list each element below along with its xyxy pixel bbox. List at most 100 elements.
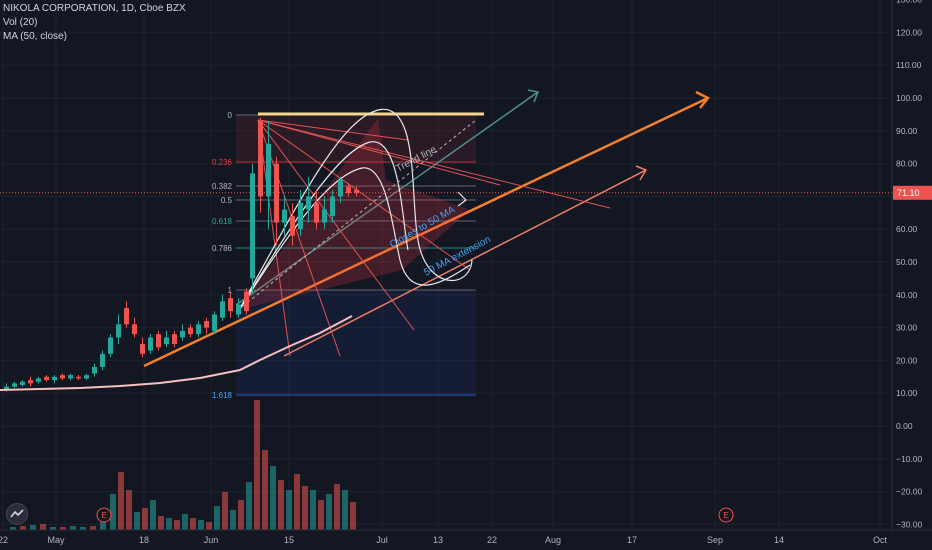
candle[interactable] [20,381,25,385]
candle[interactable] [244,291,249,312]
price-axis-label[interactable]: 60.00 [896,224,918,234]
candle[interactable] [306,196,311,210]
time-axis-label[interactable]: Oct [873,535,888,545]
candle[interactable] [156,334,161,348]
moving-average-line[interactable] [0,315,353,391]
candle[interactable] [68,375,73,379]
volume-bar [182,514,188,530]
tradingview-logo-icon[interactable] [6,503,28,525]
candle[interactable] [188,327,193,335]
current-price-tag[interactable] [893,185,932,200]
candle[interactable] [180,330,185,338]
trend-line-orange[interactable] [143,96,709,368]
candle[interactable] [330,196,335,217]
price-axis-label[interactable]: 10.00 [896,388,918,398]
time-axis-label[interactable]: 14 [774,535,784,545]
price-axis-label[interactable]: 40.00 [896,290,918,300]
candle[interactable] [44,376,49,381]
time-axis-label[interactable]: Aug [545,535,561,545]
price-axis-label[interactable]: 120.00 [896,27,922,37]
candle[interactable] [236,304,241,315]
candle[interactable] [52,376,57,381]
price-axis-label[interactable]: 110.00 [896,60,922,70]
legend-symbol[interactable]: NIKOLA CORPORATION, 1D, Cboe BZX [3,3,186,14]
candle[interactable] [250,173,255,279]
earnings-marker[interactable]: E [718,507,734,523]
candle[interactable] [116,324,121,338]
candle[interactable] [124,307,129,325]
candle[interactable] [220,301,225,318]
curve-projection[interactable] [237,141,409,313]
time-axis-label[interactable]: 13 [433,535,443,545]
curve-projection[interactable] [237,108,473,313]
candle[interactable] [164,337,169,344]
price-axis-label[interactable]: 20.00 [896,355,918,365]
price-axis-label[interactable]: 80.00 [896,159,918,169]
candle[interactable] [4,386,9,390]
price-axis-label[interactable]: 50.00 [896,257,918,267]
price-axis-label[interactable]: −20.00 [896,487,923,497]
trend-arrow-salmon[interactable] [283,169,647,357]
candle[interactable] [108,337,113,354]
events-layer[interactable]: E E [96,507,734,523]
time-axis-label[interactable]: 17 [627,535,637,545]
candle[interactable] [354,189,359,194]
candle[interactable] [298,202,303,230]
candlesticks[interactable] [4,117,359,392]
legend-volume[interactable]: Vol (20) [3,17,38,28]
price-axis-label[interactable]: 90.00 [896,126,918,136]
volume-bar [262,450,268,530]
price-axis-label[interactable]: −30.00 [896,519,923,529]
volume-bar [40,524,46,530]
candle[interactable] [314,202,319,223]
candle[interactable] [290,216,295,236]
time-axis-label[interactable]: Jul [376,535,388,545]
price-axis-label[interactable]: −10.00 [896,454,923,464]
candle[interactable] [196,324,201,335]
candle[interactable] [338,180,343,197]
time-axis[interactable]: 22 May 18 Jun 15 Jul 13 22 Aug 17 Sep 14 Oct [0,529,932,550]
curve-projection[interactable] [237,167,471,313]
time-axis-label[interactable]: 22 [487,535,497,545]
trend-line-dashed[interactable] [237,119,477,311]
volume-bar [254,400,260,530]
candle[interactable] [172,334,177,344]
price-axis-label[interactable]: 100.00 [896,93,922,103]
candle[interactable] [92,366,97,374]
candle[interactable] [282,209,287,223]
time-axis-label[interactable]: May [47,535,65,545]
candle[interactable] [322,209,327,223]
candle[interactable] [84,375,89,379]
candle[interactable] [346,186,351,194]
price-axis-label[interactable]: 30.00 [896,323,918,333]
time-axis-label[interactable]: Sep [707,535,723,545]
candle[interactable] [28,380,33,384]
price-axis-label[interactable]: 130.00 [896,0,922,5]
candle[interactable] [228,298,233,312]
candle[interactable] [148,337,153,351]
price-axis[interactable]: 130.00120.00110.00100.0090.0080.0070.006… [891,0,932,550]
candle[interactable] [76,376,81,379]
drawings-layer[interactable] [0,89,892,368]
time-axis-label[interactable]: 18 [139,535,149,545]
candle[interactable] [266,143,271,197]
candle[interactable] [212,314,217,331]
price-axis-label[interactable]: 0.00 [896,421,913,431]
time-axis-label[interactable]: Jun [204,535,219,545]
legend-ma[interactable]: MA (50, close) [3,31,67,42]
candle[interactable] [274,163,279,223]
candle[interactable] [204,321,209,328]
volume-bar [166,518,172,530]
time-axis-label[interactable]: 15 [284,535,294,545]
candle[interactable] [12,383,17,387]
candle[interactable] [140,344,145,354]
candle[interactable] [258,120,263,197]
earnings-marker[interactable]: E [96,507,112,523]
volume-bar [342,490,348,530]
candle[interactable] [100,353,105,367]
candle[interactable] [60,375,65,379]
candle[interactable] [132,324,137,335]
candle[interactable] [36,378,41,382]
time-axis-label[interactable]: 22 [0,535,8,545]
